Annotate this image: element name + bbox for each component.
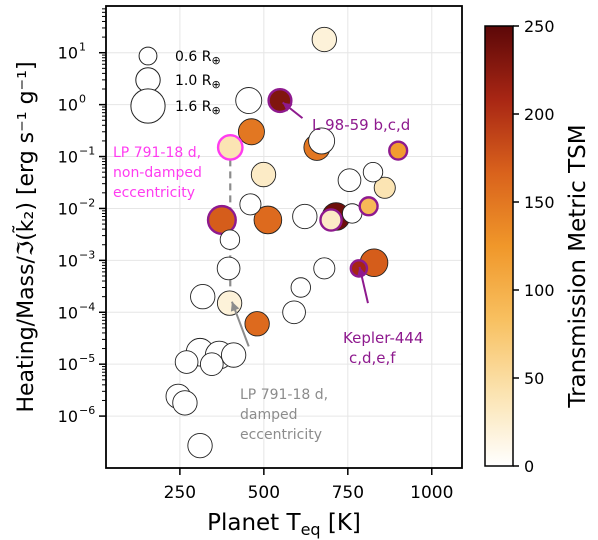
y-tick-label: 10 — [58, 96, 78, 115]
data-point — [219, 229, 241, 250]
colorbar-tick-label: 50 — [524, 369, 544, 388]
data-point — [337, 168, 362, 193]
annotations: L 98-59 b,c,d LP 791-18 d, non-damped eccen… — [113, 101, 424, 443]
data-point — [358, 196, 379, 217]
annotation-label: L 98-59 b,c,d — [312, 116, 410, 134]
data-point — [220, 342, 247, 368]
annotation-line: LP 791-18 d, — [113, 145, 201, 161]
annotation-label: Kepler-444 c,d,e,f — [343, 329, 424, 367]
y-tick-label: 10 — [58, 407, 78, 426]
data-point — [282, 300, 306, 325]
data-point — [237, 118, 265, 146]
data-point — [319, 208, 343, 232]
annotation-line: c,d,e,f — [349, 349, 396, 367]
annotation-line: LP 791-18 d, — [240, 387, 328, 403]
data-point — [388, 140, 409, 161]
colorbar-tick-label: 250 — [524, 17, 555, 36]
x-axis-ticks: 250 500 750 1000 — [164, 468, 453, 503]
y-tick-label: 10 — [58, 148, 78, 167]
annotation-line: non-damped — [113, 165, 202, 181]
data-point — [244, 311, 270, 337]
legend-label: 0.6 R⊕ — [175, 49, 221, 67]
data-point — [290, 277, 311, 298]
data-point — [313, 257, 336, 280]
x-tick-label: 1000 — [410, 483, 453, 503]
annotation-arrowhead — [282, 102, 293, 112]
annotation-arrowhead — [230, 301, 240, 312]
data-point — [216, 133, 244, 161]
data-point — [216, 256, 241, 281]
annotation-label: LP 791-18 d, non-damped eccentricity — [113, 145, 202, 201]
data-point — [308, 127, 336, 155]
colorbar: 0 50 100 150 200 250 — [484, 17, 555, 476]
y-tick-label: 10 — [58, 303, 78, 322]
y-tick-exponent: 1 — [79, 41, 86, 54]
data-point — [235, 87, 263, 114]
x-axis-label: Planet Teq [K] — [207, 510, 361, 539]
annotation-line: L 98-59 b,c,d — [312, 116, 410, 134]
data-point — [311, 26, 337, 53]
x-tick-label: 250 — [164, 483, 196, 503]
annotation-label: LP 791-18 d, damped eccentricity — [240, 387, 328, 443]
y-axis-label: Heating/Mass/ℑ(k̃₂) [erg s⁻¹ g⁻¹] — [13, 61, 39, 412]
legend-symbol: ⊕ — [211, 54, 220, 67]
legend-marker — [130, 88, 166, 124]
colorbar-tick-label: 0 — [524, 457, 534, 476]
y-tick-label: 10 — [58, 44, 78, 63]
colorbar-tick-label: 100 — [524, 281, 555, 300]
data-point — [373, 176, 396, 199]
data-point — [199, 352, 224, 377]
annotation-line: Kepler-444 — [343, 329, 424, 347]
y-tick-label: 10 — [58, 251, 78, 270]
points — [165, 26, 409, 459]
data-point — [362, 161, 384, 183]
colorbar-tick-label: 200 — [524, 105, 555, 124]
y-tick-exponent: −1 — [79, 145, 95, 158]
data-point — [253, 205, 283, 235]
legend: 0.6 R⊕ 1.0 R⊕ 1.6 R⊕ — [130, 46, 221, 124]
annotation-line: eccentricity — [113, 185, 195, 201]
colorbar-label: Transmission Metric TSM — [565, 124, 591, 408]
y-tick-exponent: 0 — [79, 93, 86, 106]
data-point — [190, 283, 216, 310]
colorbar-bar — [484, 25, 514, 467]
y-tick-exponent: −5 — [79, 352, 95, 365]
data-point — [292, 203, 318, 230]
x-tick-label: 750 — [332, 483, 364, 503]
data-point — [250, 161, 277, 188]
data-point — [239, 193, 262, 216]
y-tick-exponent: −4 — [79, 300, 95, 313]
data-point — [187, 432, 213, 459]
colorbar-tick-label: 150 — [524, 193, 555, 212]
legend-symbol: ⊕ — [211, 78, 220, 91]
y-tick-label: 10 — [58, 355, 78, 374]
data-point — [174, 350, 199, 374]
annotation-arrowhead — [357, 266, 366, 277]
annotation-line: damped — [240, 407, 298, 423]
legend-symbol: ⊕ — [211, 104, 220, 117]
legend-label: 1.0 R⊕ — [175, 73, 221, 91]
annotation-line: eccentricity — [240, 427, 322, 443]
data-point — [172, 390, 198, 416]
legend-marker — [138, 46, 158, 66]
data-point — [216, 290, 243, 316]
plot-frame — [105, 5, 463, 469]
y-tick-exponent: −3 — [79, 248, 95, 261]
y-tick-exponent: −6 — [79, 404, 95, 417]
y-tick-exponent: −2 — [79, 196, 95, 209]
x-tick-label: 500 — [248, 483, 280, 503]
y-tick-label: 10 — [58, 199, 78, 218]
legend-label: 1.6 R⊕ — [175, 99, 221, 117]
